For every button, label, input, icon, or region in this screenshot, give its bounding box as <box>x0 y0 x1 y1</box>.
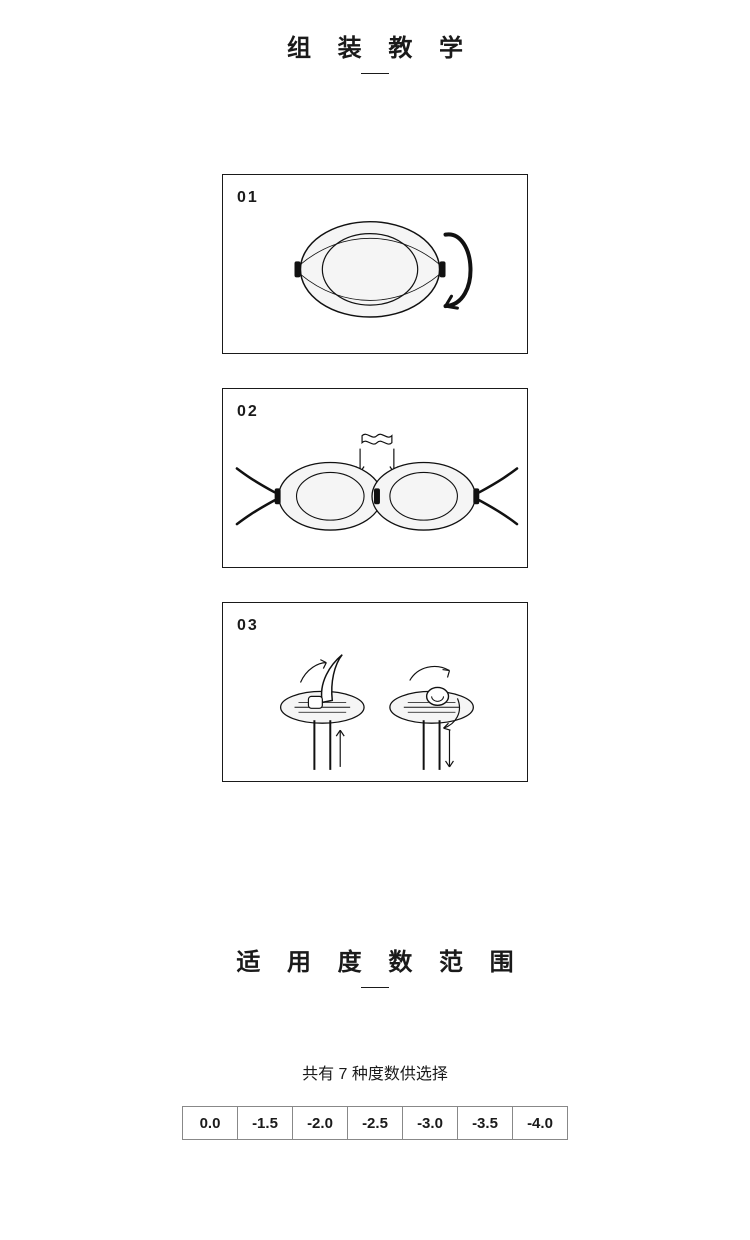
title-underline <box>361 73 389 74</box>
step-01: 01 <box>222 174 528 354</box>
range-title: 适 用 度 数 范 围 <box>0 942 750 977</box>
step-03-illustration <box>223 603 527 782</box>
diopter-option: -3.0 <box>402 1106 458 1140</box>
step-01-illustration <box>223 175 527 354</box>
diopter-option: -3.5 <box>457 1106 513 1140</box>
diopter-option: -1.5 <box>237 1106 293 1140</box>
diopter-option: -2.0 <box>292 1106 348 1140</box>
title-underline <box>361 987 389 988</box>
assembly-steps: 01 02 <box>0 174 750 782</box>
assembly-title: 组 装 教 学 <box>0 28 750 63</box>
diopter-option: 0.0 <box>182 1106 238 1140</box>
step-03: 03 <box>222 602 528 782</box>
diopter-option: -2.5 <box>347 1106 403 1140</box>
step-02-illustration <box>223 389 527 568</box>
step-02: 02 <box>222 388 528 568</box>
diopter-options: 0.0 -1.5 -2.0 -2.5 -3.0 -3.5 -4.0 <box>0 1106 750 1140</box>
range-subtext: 共有 7 种度数供选择 <box>0 1060 750 1084</box>
diopter-option: -4.0 <box>512 1106 568 1140</box>
